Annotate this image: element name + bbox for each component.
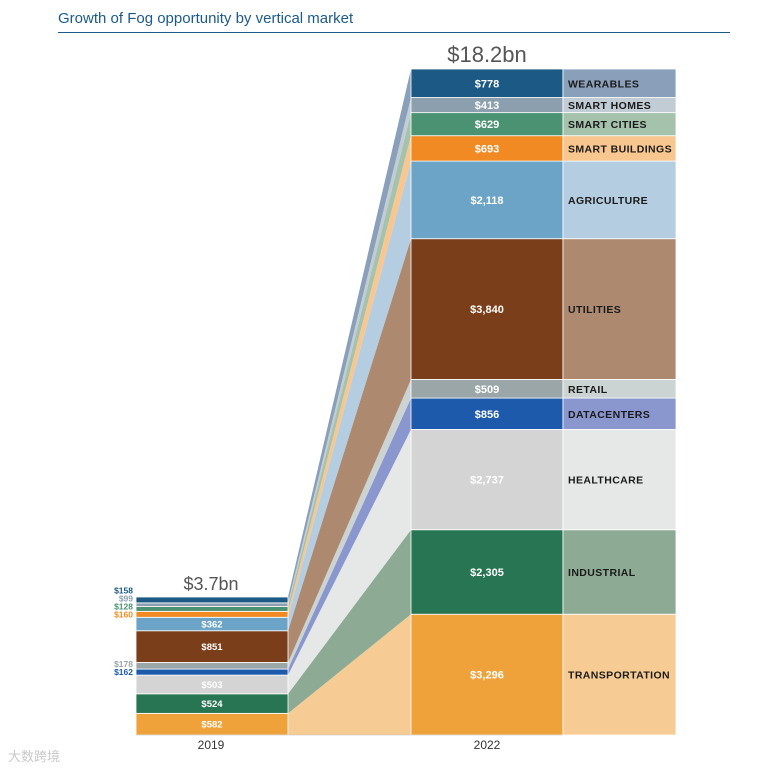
value-labels: TRANSPORTATION $3,296 $582 INDUSTRIAL $2,305… xyxy=(114,78,672,730)
bar-2022-industrial xyxy=(410,529,564,615)
legend-band-smart-buildings xyxy=(562,135,677,162)
connector-band-transportation xyxy=(288,614,411,735)
connector-bands xyxy=(288,69,411,735)
legend-label-smart-cities: SMART CITIES xyxy=(568,119,647,131)
value-label-2019-smart-cities: $128 xyxy=(114,601,133,611)
value-label-2019-smart-buildings: $160 xyxy=(114,609,133,619)
value-label-2019-smart-homes: $99 xyxy=(119,593,133,603)
bar-2022-transportation xyxy=(410,613,564,736)
legend-label-datacenters: DATACENTERS xyxy=(568,409,650,421)
legend-band-transportation xyxy=(562,613,677,736)
value-label-2019-retail: $178 xyxy=(114,659,133,669)
bar-2022-smart-buildings xyxy=(410,135,564,162)
bar-2022-agriculture xyxy=(410,160,564,240)
legend-label-healthcare: HEALTHCARE xyxy=(568,475,644,487)
connector-band-healthcare xyxy=(288,429,411,694)
legend-label-industrial: INDUSTRIAL xyxy=(568,567,636,579)
value-label-2019-agriculture: $362 xyxy=(201,620,222,631)
value-label-2022-smart-buildings: $693 xyxy=(475,143,499,155)
value-label-2019-wearables: $158 xyxy=(114,585,133,595)
total-label-2022: $18.2bn xyxy=(447,42,527,67)
bar-2022-wearables xyxy=(410,68,564,98)
bar-segments xyxy=(135,68,676,736)
value-label-2022-utilities: $3,840 xyxy=(470,304,504,316)
connector-band-utilities xyxy=(288,238,411,663)
bar-2019-smart-homes xyxy=(135,602,289,607)
value-label-2022-agriculture: $2,118 xyxy=(470,195,503,207)
legend-label-transportation: TRANSPORTATION xyxy=(568,670,670,682)
value-label-2022-wearables: $778 xyxy=(475,78,499,90)
bar-2022-healthcare xyxy=(410,429,564,531)
legend-band-datacenters xyxy=(562,397,677,430)
value-label-2022-transportation: $3,296 xyxy=(470,670,504,682)
bar-2022-utilities xyxy=(410,238,564,380)
chart-title: Growth of Fog opportunity by vertical ma… xyxy=(58,10,354,27)
connector-band-industrial xyxy=(288,529,411,714)
connector-band-datacenters xyxy=(288,398,411,676)
connector-band-agriculture xyxy=(288,161,411,631)
connector-band-smart-homes xyxy=(288,97,411,607)
connector-band-retail xyxy=(288,379,411,670)
value-label-2022-datacenters: $856 xyxy=(475,409,499,421)
value-label-2019-industrial: $524 xyxy=(201,699,223,710)
value-label-2022-smart-homes: $413 xyxy=(475,100,499,112)
legend-label-wearables: WEARABLES xyxy=(568,78,639,90)
bar-2019-wearables xyxy=(135,596,289,604)
x-tick-2019: 2019 xyxy=(198,738,225,752)
legend-label-utilities: UTILITIES xyxy=(568,304,621,316)
bar-2019-datacenters xyxy=(135,668,289,676)
title-rule xyxy=(58,32,730,33)
connector-band-smart-buildings xyxy=(288,135,411,618)
legend-band-agriculture xyxy=(562,160,677,240)
legend-label-agriculture: AGRICULTURE xyxy=(568,195,648,207)
legend-band-industrial xyxy=(562,529,677,615)
value-label-2019-transportation: $582 xyxy=(201,720,222,731)
value-label-2022-smart-cities: $629 xyxy=(475,119,499,131)
value-label-2022-retail: $509 xyxy=(475,384,499,396)
connector-band-smart-cities xyxy=(288,112,411,612)
legend-band-wearables xyxy=(562,68,677,98)
value-label-2022-industrial: $2,305 xyxy=(470,567,504,579)
connector-band-wearables xyxy=(288,69,411,603)
value-label-2019-datacenters: $162 xyxy=(114,667,133,677)
legend-bands xyxy=(562,68,677,736)
legend-band-utilities xyxy=(562,238,677,380)
bar-2019-smart-cities xyxy=(135,606,289,612)
bar-2019-smart-buildings xyxy=(135,610,289,618)
legend-label-retail: RETAIL xyxy=(568,384,608,396)
x-tick-2022: 2022 xyxy=(474,738,501,752)
bar-2019-retail xyxy=(135,662,289,670)
legend-band-healthcare xyxy=(562,429,677,531)
legend-label-smart-homes: SMART HOMES xyxy=(568,100,651,112)
bar-2019-utilities xyxy=(135,630,289,663)
total-label-2019: $3.7bn xyxy=(183,574,238,594)
legend-label-smart-buildings: SMART BUILDINGS xyxy=(568,143,672,155)
value-label-2022-healthcare: $2,737 xyxy=(470,475,504,487)
value-label-2019-healthcare: $503 xyxy=(201,680,222,691)
watermark: 大数跨境 xyxy=(8,750,61,765)
value-label-2019-utilities: $851 xyxy=(201,642,223,653)
